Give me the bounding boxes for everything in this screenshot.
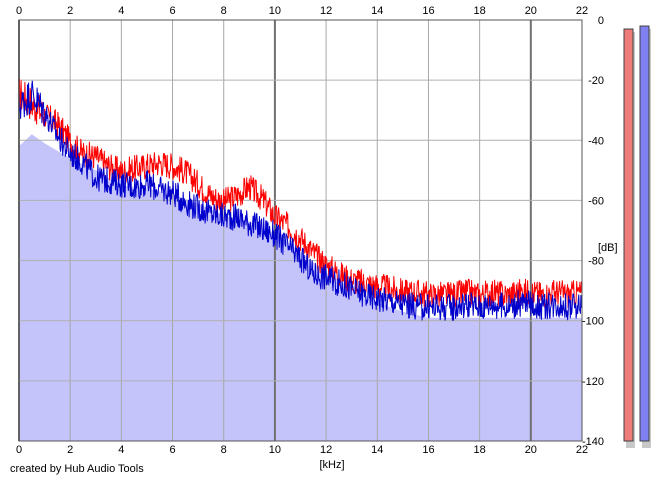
x-tick-label-top: 14 <box>371 5 383 17</box>
spectrum-envelope-fill <box>19 134 582 442</box>
x-tick-label-top: 12 <box>320 5 332 17</box>
plot-frame <box>18 19 583 442</box>
x-tick-label-bottom: 22 <box>576 444 588 456</box>
level-meters <box>623 25 651 449</box>
y-tick-label: -40 <box>588 135 604 147</box>
x-axis-label: [kHz] <box>319 459 344 471</box>
y-tick-labels: 0 -20 -40 -60 -80 -100 -120 -140 <box>582 15 604 448</box>
y-tick-label: -120 <box>582 376 604 388</box>
x-tick-label-top: 6 <box>169 5 175 17</box>
spectrum-fill-area <box>19 134 582 442</box>
x-tick-label-bottom: 20 <box>525 444 537 456</box>
x-tick-label-bottom: 14 <box>371 444 383 456</box>
x-tick-label-bottom: 2 <box>67 444 73 456</box>
x-tick-label-bottom: 18 <box>474 444 486 456</box>
level-meter-bar-2 <box>639 25 650 442</box>
credit-text: created by Hub Audio Tools <box>10 463 144 475</box>
x-tick-label-top: 16 <box>422 5 434 17</box>
x-tick-label-bottom: 6 <box>169 444 175 456</box>
y-tick-label: -60 <box>588 195 604 207</box>
x-tick-label-top: 4 <box>118 5 124 17</box>
series-lines <box>18 78 583 321</box>
y-tick-label: -100 <box>582 316 604 328</box>
x-tick-label-top: 10 <box>269 5 281 17</box>
x-tick-label-top: 20 <box>525 5 537 17</box>
y-tick-label: -20 <box>588 75 604 87</box>
x-tick-label-bottom: 4 <box>118 444 124 456</box>
x-tick-label-bottom: 12 <box>320 444 332 456</box>
y-tick-label: -80 <box>588 256 604 268</box>
x-tick-label-top: 8 <box>221 5 227 17</box>
x-tick-label-top: 2 <box>67 5 73 17</box>
series-line-2 <box>18 80 583 321</box>
x-tick-label-bottom: 8 <box>221 444 227 456</box>
x-tick-label-bottom: 0 <box>16 444 22 456</box>
plot-border <box>18 19 583 442</box>
x-tick-label-top: 22 <box>576 5 588 17</box>
y-tick-label: -140 <box>582 436 604 448</box>
x-tick-label-top: 18 <box>474 5 486 17</box>
series-line-1 <box>18 78 583 309</box>
level-meter-bar-1 <box>623 28 634 442</box>
y-axis-label: [dB] <box>598 242 618 254</box>
x-tick-label-bottom: 10 <box>269 444 281 456</box>
y-tick-label: 0 <box>598 15 604 27</box>
x-tick-label-bottom: 16 <box>422 444 434 456</box>
x-tick-label-top: 0 <box>16 5 22 17</box>
